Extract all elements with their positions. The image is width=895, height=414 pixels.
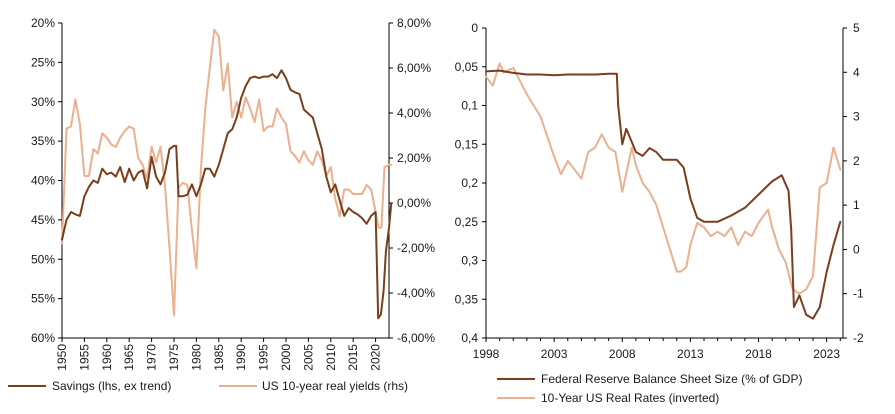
x-tick-label: 1998 xyxy=(473,347,500,361)
y-right-tick-label: -1 xyxy=(853,287,864,301)
y-right-tick-label: 4,00% xyxy=(397,106,431,120)
y-left-tick-label: 0,4 xyxy=(461,331,478,345)
y-left-tick-label: 35% xyxy=(31,134,55,148)
legend: Savings (lhs, ex trend) US 10-year real … xyxy=(8,379,408,393)
series-line-federal-reserve-balance-sheet-size-of-gdp xyxy=(485,69,842,320)
y-left-tick-label: 30% xyxy=(31,95,55,109)
legend-label-savings: Savings (lhs, ex trend) xyxy=(52,379,171,393)
x-tick-label: 1950 xyxy=(55,344,69,371)
series-line-savings-lhs-ex-trend xyxy=(61,69,393,320)
y-right-tick-label: -6,00% xyxy=(397,331,435,345)
x-tick-label: 2023 xyxy=(813,347,840,361)
y-right-tick-label: 1 xyxy=(853,198,860,212)
y-right-tick-label: 0,00% xyxy=(397,196,431,210)
x-tick-label: 2015 xyxy=(346,344,360,371)
y-right-tick-label: 8,00% xyxy=(397,16,431,30)
y-left-tick-label: 0,25 xyxy=(455,215,479,229)
y-right-tick-label: 0 xyxy=(853,242,860,256)
x-tick-label: 2018 xyxy=(745,347,772,361)
y-left-tick-label: 0,35 xyxy=(455,292,479,306)
x-tick-label: 1955 xyxy=(77,344,91,371)
y-right-tick-label: 2 xyxy=(853,154,860,168)
y-right-tick-label: 4 xyxy=(853,65,860,79)
y-left-tick-label: 0,1 xyxy=(461,99,478,113)
y-left-tick-label: 0,15 xyxy=(455,137,479,151)
y-right-tick-label: 5 xyxy=(853,21,860,35)
y-left-tick-label: 0 xyxy=(471,21,478,35)
y-left-tick-label: 55% xyxy=(31,292,55,306)
x-tick-label: 1965 xyxy=(122,344,136,371)
x-tick-label: 1985 xyxy=(212,344,226,371)
y-left-tick-label: 50% xyxy=(31,252,55,266)
x-tick-label: 1975 xyxy=(167,344,181,371)
x-tick-label: 2003 xyxy=(541,347,568,361)
legend: Federal Reserve Balance Sheet Size (% of… xyxy=(497,372,802,405)
legend-label-real-yields: US 10-year real yields (rhs) xyxy=(262,379,408,393)
chart-savings-vs-real-yields: 1950 1955 1960 1965 1970 1975 1980 1985 1990 1995… xyxy=(8,16,435,393)
x-tick-label: 2005 xyxy=(301,344,315,371)
y-right-tick-label: -2 xyxy=(853,331,864,345)
y-left-tick-label: 0,05 xyxy=(455,60,479,74)
x-tick-label: 2000 xyxy=(279,344,293,371)
x-tick-label: 2010 xyxy=(324,344,338,371)
series-line-us-10-year-real-yields-rhs xyxy=(61,28,393,317)
x-tick-label: 1980 xyxy=(189,344,203,371)
x-tick-label: 1970 xyxy=(145,344,159,371)
x-tick-label: 2020 xyxy=(369,344,383,371)
x-tick-label: 1995 xyxy=(257,344,271,371)
x-tick-label: 1960 xyxy=(100,344,114,371)
y-right-tick-label: -2,00% xyxy=(397,241,435,255)
x-tick-label: 2013 xyxy=(677,347,704,361)
y-left-tick-label: 0,2 xyxy=(461,176,478,190)
y-right-tick-label: 6,00% xyxy=(397,61,431,75)
chart-fed-balance-sheet-vs-real-rates: 1998 2003 2008 2013 2018 2023 00,050,10,150,2… xyxy=(455,21,864,405)
y-left-tick-label: 0,3 xyxy=(461,254,478,268)
y-right-tick-label: -4,00% xyxy=(397,286,435,300)
y-left-tick-label: 25% xyxy=(31,55,55,69)
y-left-tick-label: 45% xyxy=(31,213,55,227)
legend-label-fed-balance-sheet: Federal Reserve Balance Sheet Size (% of… xyxy=(541,372,802,386)
y-left-tick-label: 40% xyxy=(31,174,55,188)
legend-label-real-rates: 10-Year US Real Rates (inverted) xyxy=(541,391,719,405)
x-tick-label: 1990 xyxy=(234,344,248,371)
y-left-tick-label: 20% xyxy=(31,16,55,30)
series-line-10-year-us-real-rates-inverted xyxy=(485,62,842,295)
y-right-tick-label: 3 xyxy=(853,110,860,124)
y-right-tick-label: 2,00% xyxy=(397,151,431,165)
y-left-tick-label: 60% xyxy=(31,331,55,345)
x-tick-label: 2008 xyxy=(609,347,636,361)
